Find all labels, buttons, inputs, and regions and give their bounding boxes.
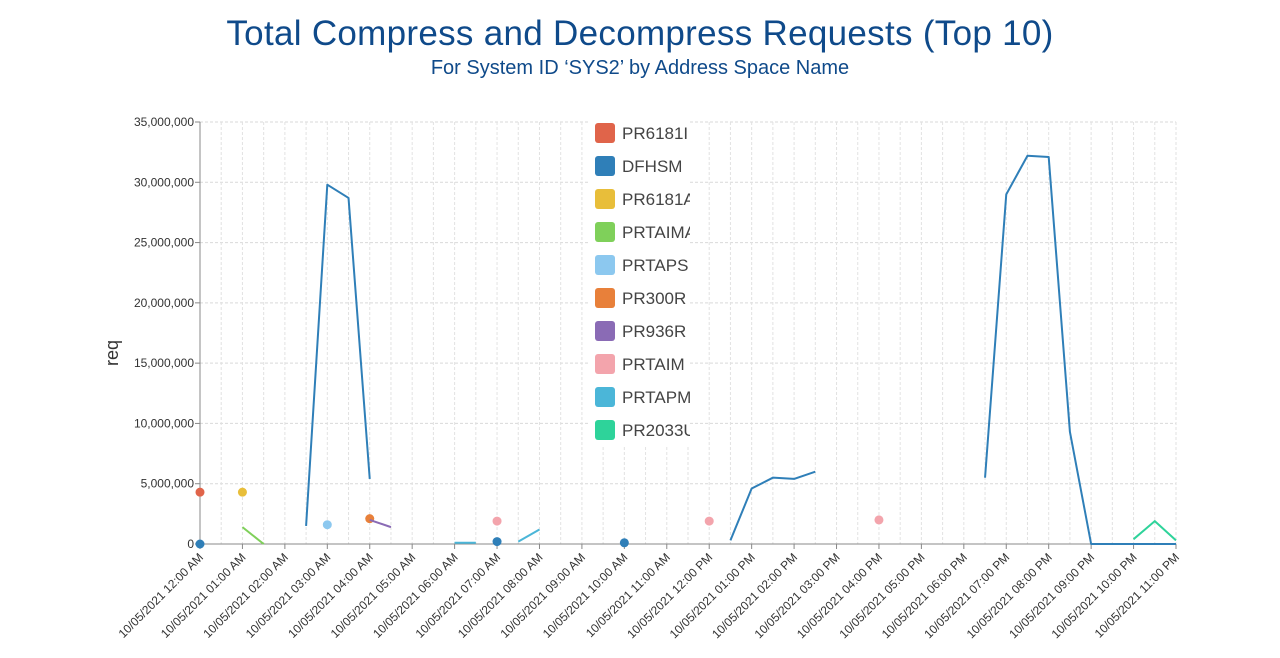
legend-swatch[interactable]: [595, 321, 615, 341]
series-line: [369, 518, 392, 529]
legend-item-label[interactable]: PR6181I: [622, 124, 688, 143]
series-point: [322, 520, 332, 530]
y-tick-label: 10,000,000: [134, 416, 194, 430]
legend-swatch[interactable]: [595, 387, 615, 407]
legend-swatch[interactable]: [595, 222, 615, 242]
series-line: [305, 183, 371, 526]
series-point: [704, 516, 714, 526]
y-tick-label: 25,000,000: [134, 236, 194, 250]
legend-item-label[interactable]: PRTAPM: [622, 388, 691, 407]
series-line: [984, 154, 1176, 545]
legend-swatch[interactable]: [595, 156, 615, 176]
series-point: [492, 516, 502, 526]
series-point: [195, 539, 205, 549]
legend-item-label[interactable]: PR300R: [622, 289, 686, 308]
legend-swatch[interactable]: [595, 420, 615, 440]
legend: PR6181I DFHSM PR6181A PRTAIMA PRTAPS PR300R PR…: [590, 115, 697, 445]
series-line: [241, 526, 265, 545]
series-line: [1132, 520, 1177, 542]
chart-subtitle: For System ID ‘SYS2’ by Address Space Na…: [430, 57, 850, 79]
legend-swatch[interactable]: [595, 354, 615, 374]
legend-swatch[interactable]: [595, 255, 615, 275]
series-group: [195, 154, 1177, 549]
y-tick-label: 30,000,000: [134, 175, 194, 189]
y-tick-label: 15,000,000: [134, 356, 194, 370]
legend-item-label[interactable]: PRTAPS: [622, 256, 688, 275]
y-axis-label: req: [102, 340, 122, 366]
series-point: [619, 538, 629, 548]
chart-title: Total Compress and Decompress Requests (…: [226, 14, 1054, 53]
y-tick-label: 5,000,000: [141, 477, 195, 491]
series-line: [517, 528, 540, 543]
series-point: [237, 487, 247, 497]
series-line: [729, 470, 816, 541]
y-tick-label: 20,000,000: [134, 296, 194, 310]
y-tick-label: 0: [187, 537, 194, 551]
legend-item-label[interactable]: PR936R: [622, 322, 686, 341]
series-point: [195, 487, 205, 497]
series-point: [492, 537, 502, 547]
legend-swatch[interactable]: [595, 189, 615, 209]
legend-item-label[interactable]: PR6181A: [622, 190, 695, 209]
legend-item-label[interactable]: PRTAIM: [622, 355, 685, 374]
y-tick-label: 35,000,000: [134, 115, 194, 129]
legend-swatch[interactable]: [595, 123, 615, 143]
x-tick-label: 10/05/2021 11:00 PM: [1092, 550, 1182, 640]
series-point: [874, 515, 884, 525]
legend-item-label[interactable]: PRTAIMA: [622, 223, 697, 242]
legend-item-label[interactable]: PR2033U: [622, 421, 696, 440]
legend-swatch[interactable]: [595, 288, 615, 308]
legend-item-label[interactable]: DFHSM: [622, 157, 682, 176]
